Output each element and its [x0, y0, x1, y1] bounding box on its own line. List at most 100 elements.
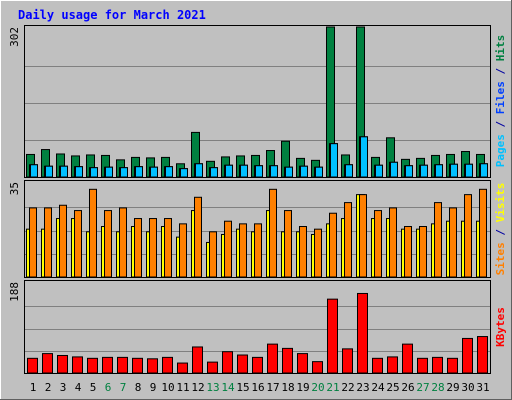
sites-bar — [44, 207, 52, 278]
x-tick-label: 19 — [296, 381, 309, 394]
pages-bar — [420, 164, 428, 178]
pages-bar — [405, 165, 413, 178]
pages-bar — [150, 166, 158, 178]
sites-bar — [404, 226, 412, 278]
x-axis-labels: 1 2 3 4 5 6 7 8 9 10 11 12 13 14 15 16 17 18 19 20 21 22 23 24 2… — [30, 381, 490, 394]
series-legend-label: Sites / Visits — [494, 183, 507, 276]
kbytes-bar — [252, 356, 263, 374]
pages-bar — [465, 163, 473, 178]
sites-bar — [269, 188, 277, 278]
sites-bar — [239, 223, 247, 278]
sites-bar — [464, 194, 472, 278]
sites-bar — [329, 212, 337, 278]
pages-bar — [375, 164, 383, 178]
pages-bar — [120, 167, 128, 178]
kbytes-bar — [132, 357, 143, 374]
kbytes-bar — [312, 361, 323, 374]
sites-bar — [479, 188, 487, 278]
series-legend-item: KBytes — [494, 307, 507, 347]
sites-bar — [104, 210, 112, 278]
x-tick-label: 23 — [356, 381, 369, 394]
x-tick-label: 27 — [416, 381, 429, 394]
kbytes-bar — [27, 357, 38, 374]
x-tick-label: 16 — [251, 381, 264, 394]
pages-bar — [255, 165, 263, 178]
panel-hits_files_pages: 302 Pages / Files / Hits — [8, 25, 507, 178]
x-tick-label: 18 — [281, 381, 294, 394]
sites-bar — [179, 223, 187, 278]
pages-bar — [210, 167, 218, 178]
x-tick-label: 26 — [401, 381, 414, 394]
series-legend-item: Sites — [494, 242, 507, 275]
sites-bar — [194, 196, 202, 278]
pages-bar — [30, 164, 38, 178]
series-legend-item: / — [494, 114, 507, 134]
kbytes-bar — [177, 362, 188, 374]
series-legend-label: KBytes — [494, 307, 507, 347]
pages-bar — [225, 164, 233, 178]
sites-bar — [389, 207, 397, 278]
x-tick-label: 3 — [60, 381, 67, 394]
series-legend-item: / — [494, 61, 507, 81]
x-tick-label: 25 — [386, 381, 399, 394]
kbytes-bar — [402, 343, 413, 374]
series-legend-item: Pages — [494, 134, 507, 167]
x-tick-label: 15 — [236, 381, 249, 394]
pages-bar — [90, 167, 98, 178]
pages-bar — [75, 166, 83, 178]
sites-bar — [89, 188, 97, 278]
max-value-label: 188 — [8, 282, 21, 302]
panel-kbytes: 188 KBytes — [8, 280, 507, 374]
pages-bar — [240, 164, 248, 178]
pages-bar — [165, 166, 173, 178]
pages-bar — [435, 164, 443, 178]
x-tick-label: 1 — [30, 381, 37, 394]
pages-bar — [285, 166, 293, 178]
x-tick-label: 17 — [266, 381, 279, 394]
x-tick-label: 8 — [135, 381, 142, 394]
kbytes-bar — [102, 356, 113, 374]
kbytes-bar — [57, 354, 68, 374]
kbytes-bar — [357, 292, 368, 374]
sites-bar — [284, 210, 292, 278]
pages-bar — [480, 163, 488, 178]
x-tick-label: 20 — [311, 381, 324, 394]
kbytes-bar — [267, 343, 278, 374]
sites-bar — [434, 202, 442, 278]
chart-panels: 302 Pages / Files / Hits 35 Sites / Visits 1… — [8, 25, 507, 374]
pages-bar — [270, 165, 278, 178]
x-tick-label: 14 — [221, 381, 235, 394]
x-tick-label: 13 — [206, 381, 219, 394]
sites-bar — [374, 210, 382, 278]
kbytes-bar — [477, 336, 488, 374]
sites-bar — [119, 207, 127, 278]
sites-bar — [344, 202, 352, 278]
kbytes-bar — [222, 351, 233, 374]
sites-bar — [224, 220, 232, 278]
x-tick-label: 12 — [191, 381, 204, 394]
kbytes-bar — [447, 357, 458, 374]
kbytes-bar — [42, 353, 53, 374]
chart-title: Daily usage for March 2021 — [18, 8, 206, 22]
x-tick-label: 28 — [431, 381, 444, 394]
pages-bar — [180, 168, 188, 178]
sites-bar — [149, 218, 157, 278]
kbytes-bar — [387, 356, 398, 374]
x-tick-label: 9 — [150, 381, 157, 394]
kbytes-bar — [462, 337, 473, 374]
kbytes-bar — [237, 354, 248, 374]
series-legend-item: Files — [494, 81, 507, 114]
pages-bar — [195, 163, 203, 178]
pages-bar — [345, 164, 353, 178]
sites-bar — [59, 204, 67, 278]
series-legend-item: Hits — [494, 35, 507, 62]
kbytes-bar — [192, 346, 203, 374]
kbytes-bar — [417, 357, 428, 374]
kbytes-bar — [87, 357, 98, 374]
panel-visits_sites: 35 Sites / Visits — [8, 180, 507, 278]
kbytes-bar — [372, 357, 383, 374]
sites-bar — [134, 218, 142, 278]
x-tick-label: 5 — [90, 381, 97, 394]
kbytes-bar — [147, 358, 158, 374]
x-tick-label: 7 — [120, 381, 127, 394]
